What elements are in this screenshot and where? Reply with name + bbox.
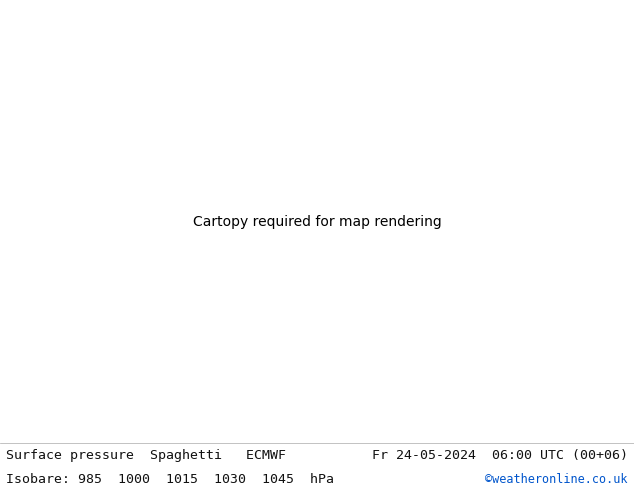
Text: Fr 24-05-2024  06:00 UTC (00+06): Fr 24-05-2024 06:00 UTC (00+06) [372, 448, 628, 462]
Text: Isobare: 985  1000  1015  1030  1045  hPa: Isobare: 985 1000 1015 1030 1045 hPa [6, 473, 334, 486]
Text: Cartopy required for map rendering: Cartopy required for map rendering [193, 215, 441, 229]
Text: ©weatheronline.co.uk: ©weatheronline.co.uk [485, 473, 628, 486]
Text: Surface pressure  Spaghetti   ECMWF: Surface pressure Spaghetti ECMWF [6, 448, 287, 462]
